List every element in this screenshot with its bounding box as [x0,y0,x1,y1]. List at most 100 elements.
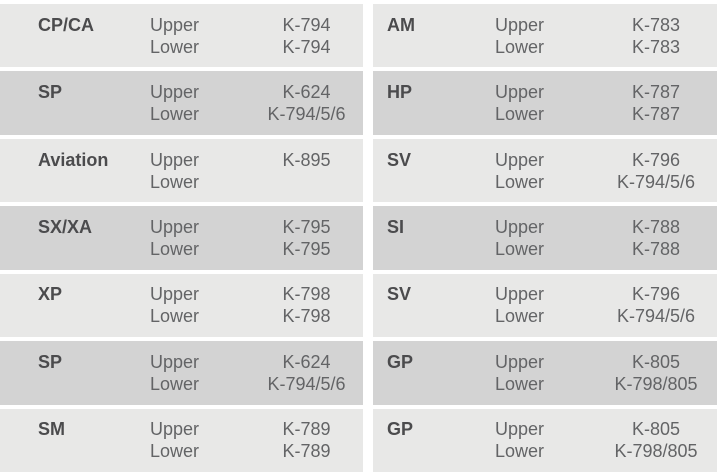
lower-label: Lower [495,36,545,57]
sub-col: Upper Lower [150,283,250,327]
upper-label: Upper [495,284,545,305]
lower-value [250,171,363,193]
lower-label: Lower [495,171,545,192]
lower-label: Lower [150,441,200,462]
model-label-spacer [38,103,150,125]
lower-value: K-789 [282,441,331,462]
lower-label: Lower [495,306,545,327]
lower-label: Lower [150,373,200,394]
lower-value: K-794 [282,36,331,57]
model-label-spacer [387,440,495,462]
upper-value: K-796 [631,284,681,305]
label-col: GP [387,418,495,462]
lower-label: Lower [150,171,200,192]
lower-value: K-794/5/6 [267,373,346,394]
table-row: SP Upper Lower K-624 K-794/5/6 [0,341,363,405]
lower-value: K-794/5/6 [616,171,696,192]
val-col: K-895 [250,149,363,193]
model-label-spacer [387,36,495,58]
sub-col: Upper Lower [495,81,595,125]
lower-value: K-787 [631,104,681,125]
label-col: XP [38,283,150,327]
label-col: SX/XA [38,216,150,260]
model-label: SV [387,149,412,170]
label-col: Aviation [38,149,150,193]
upper-value: K-805 [631,351,681,372]
table-row: SI Upper Lower K-788 K-788 [373,206,717,270]
model-label-spacer [38,440,150,462]
lower-value: K-798/805 [614,441,698,462]
upper-value: K-624 [282,351,331,372]
model-label: SM [38,419,65,440]
upper-label: Upper [495,419,545,440]
sub-col: Upper Lower [495,351,595,395]
table-row: HP Upper Lower K-787 K-787 [373,71,717,135]
upper-value: K-794 [282,14,331,35]
model-label-spacer [387,373,495,395]
upper-label: Upper [150,419,200,440]
upper-label: Upper [150,149,200,170]
upper-value: K-789 [282,419,331,440]
label-col: SP [38,81,150,125]
model-label: SX/XA [38,216,93,237]
val-col: K-805 K-798/805 [595,418,717,462]
model-label: AM [387,14,415,35]
sub-col: Upper Lower [150,216,250,260]
val-col: K-624 K-794/5/6 [250,351,363,395]
lower-label: Lower [495,104,545,125]
val-col: K-787 K-787 [595,81,717,125]
upper-label: Upper [150,82,200,103]
model-label-spacer [38,305,150,327]
table-row: GP Upper Lower K-805 K-798/805 [373,341,717,405]
val-col: K-788 K-788 [595,216,717,260]
table-row: AM Upper Lower K-783 K-783 [373,4,717,68]
table-row: SV Upper Lower K-796 K-794/5/6 [373,273,717,338]
table-row: SV Upper Lower K-796 K-794/5/6 [373,138,717,203]
lower-label: Lower [150,36,200,57]
table-row: XP Upper Lower K-798 K-798 [0,273,363,338]
val-col: K-624 K-794/5/6 [250,81,363,125]
table-row: Aviation Upper Lower K-895 [0,138,363,203]
model-label-spacer [387,305,495,327]
lower-value: K-795 [282,238,331,259]
model-label: SP [38,82,63,103]
label-col: CP/CA [38,14,150,58]
sub-col: Upper Lower [495,418,595,462]
sub-col: Upper Lower [150,418,250,462]
upper-label: Upper [495,82,545,103]
upper-label: Upper [495,14,545,35]
lower-label: Lower [150,104,200,125]
upper-label: Upper [150,284,200,305]
sub-col: Upper Lower [495,14,595,58]
label-col: GP [387,351,495,395]
model-label: SV [387,284,412,305]
table-row: CP/CA Upper Lower K-794 K-794 [0,4,363,68]
label-col: SM [38,418,150,462]
val-col: K-796 K-794/5/6 [595,149,717,193]
table-row: SP Upper Lower K-624 K-794/5/6 [0,71,363,135]
upper-value: K-788 [631,216,681,237]
model-label: Aviation [38,149,109,170]
table-row: SX/XA Upper Lower K-795 K-795 [0,206,363,270]
label-col: SP [38,351,150,395]
table-column-right: AM Upper Lower K-783 K-783 HP Upper Lower K-787 K… [373,4,717,472]
val-col: K-795 K-795 [250,216,363,260]
upper-value: K-798 [282,284,331,305]
table-row: SM Upper Lower K-789 K-789 [0,408,363,472]
label-col: SV [387,149,495,193]
sub-col: Upper Lower [495,216,595,260]
upper-value: K-795 [282,216,331,237]
sub-col: Upper Lower [495,283,595,327]
label-col: SI [387,216,495,260]
lower-label: Lower [150,238,200,259]
upper-label: Upper [150,351,200,372]
table-row: GP Upper Lower K-805 K-798/805 [373,408,717,472]
upper-value: K-624 [282,82,331,103]
table-column-left: CP/CA Upper Lower K-794 K-794 SP Upper Lower K-6… [0,4,363,472]
model-label-spacer [38,36,150,58]
sub-col: Upper Lower [150,14,250,58]
upper-label: Upper [495,351,545,372]
model-label: XP [38,284,63,305]
model-label-spacer [387,171,495,193]
